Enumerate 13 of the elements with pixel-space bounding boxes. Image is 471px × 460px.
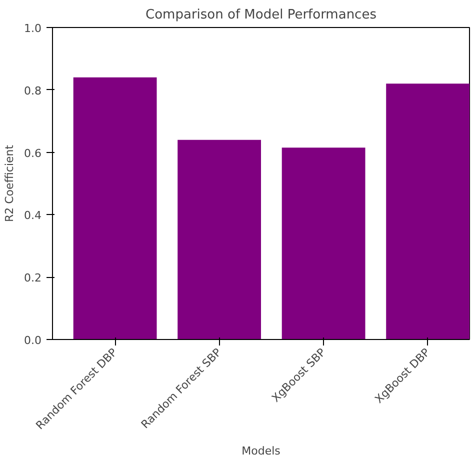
y-tick-label: 0.0 — [24, 334, 42, 347]
y-tick-label: 0.6 — [24, 146, 42, 160]
bar — [282, 148, 366, 340]
chart-title: Comparison of Model Performances — [146, 8, 377, 22]
y-tick-label: 0.2 — [24, 272, 42, 285]
y-tick-label: 1.0 — [24, 22, 42, 35]
y-tick-label: 0.4 — [24, 209, 42, 222]
y-tick-label: 0.8 — [24, 84, 42, 98]
bar — [178, 140, 261, 340]
bar — [73, 77, 157, 340]
bar — [386, 84, 470, 340]
y-axis-title: R2 Coefficient — [3, 144, 16, 222]
x-axis-title: Models — [242, 444, 281, 458]
